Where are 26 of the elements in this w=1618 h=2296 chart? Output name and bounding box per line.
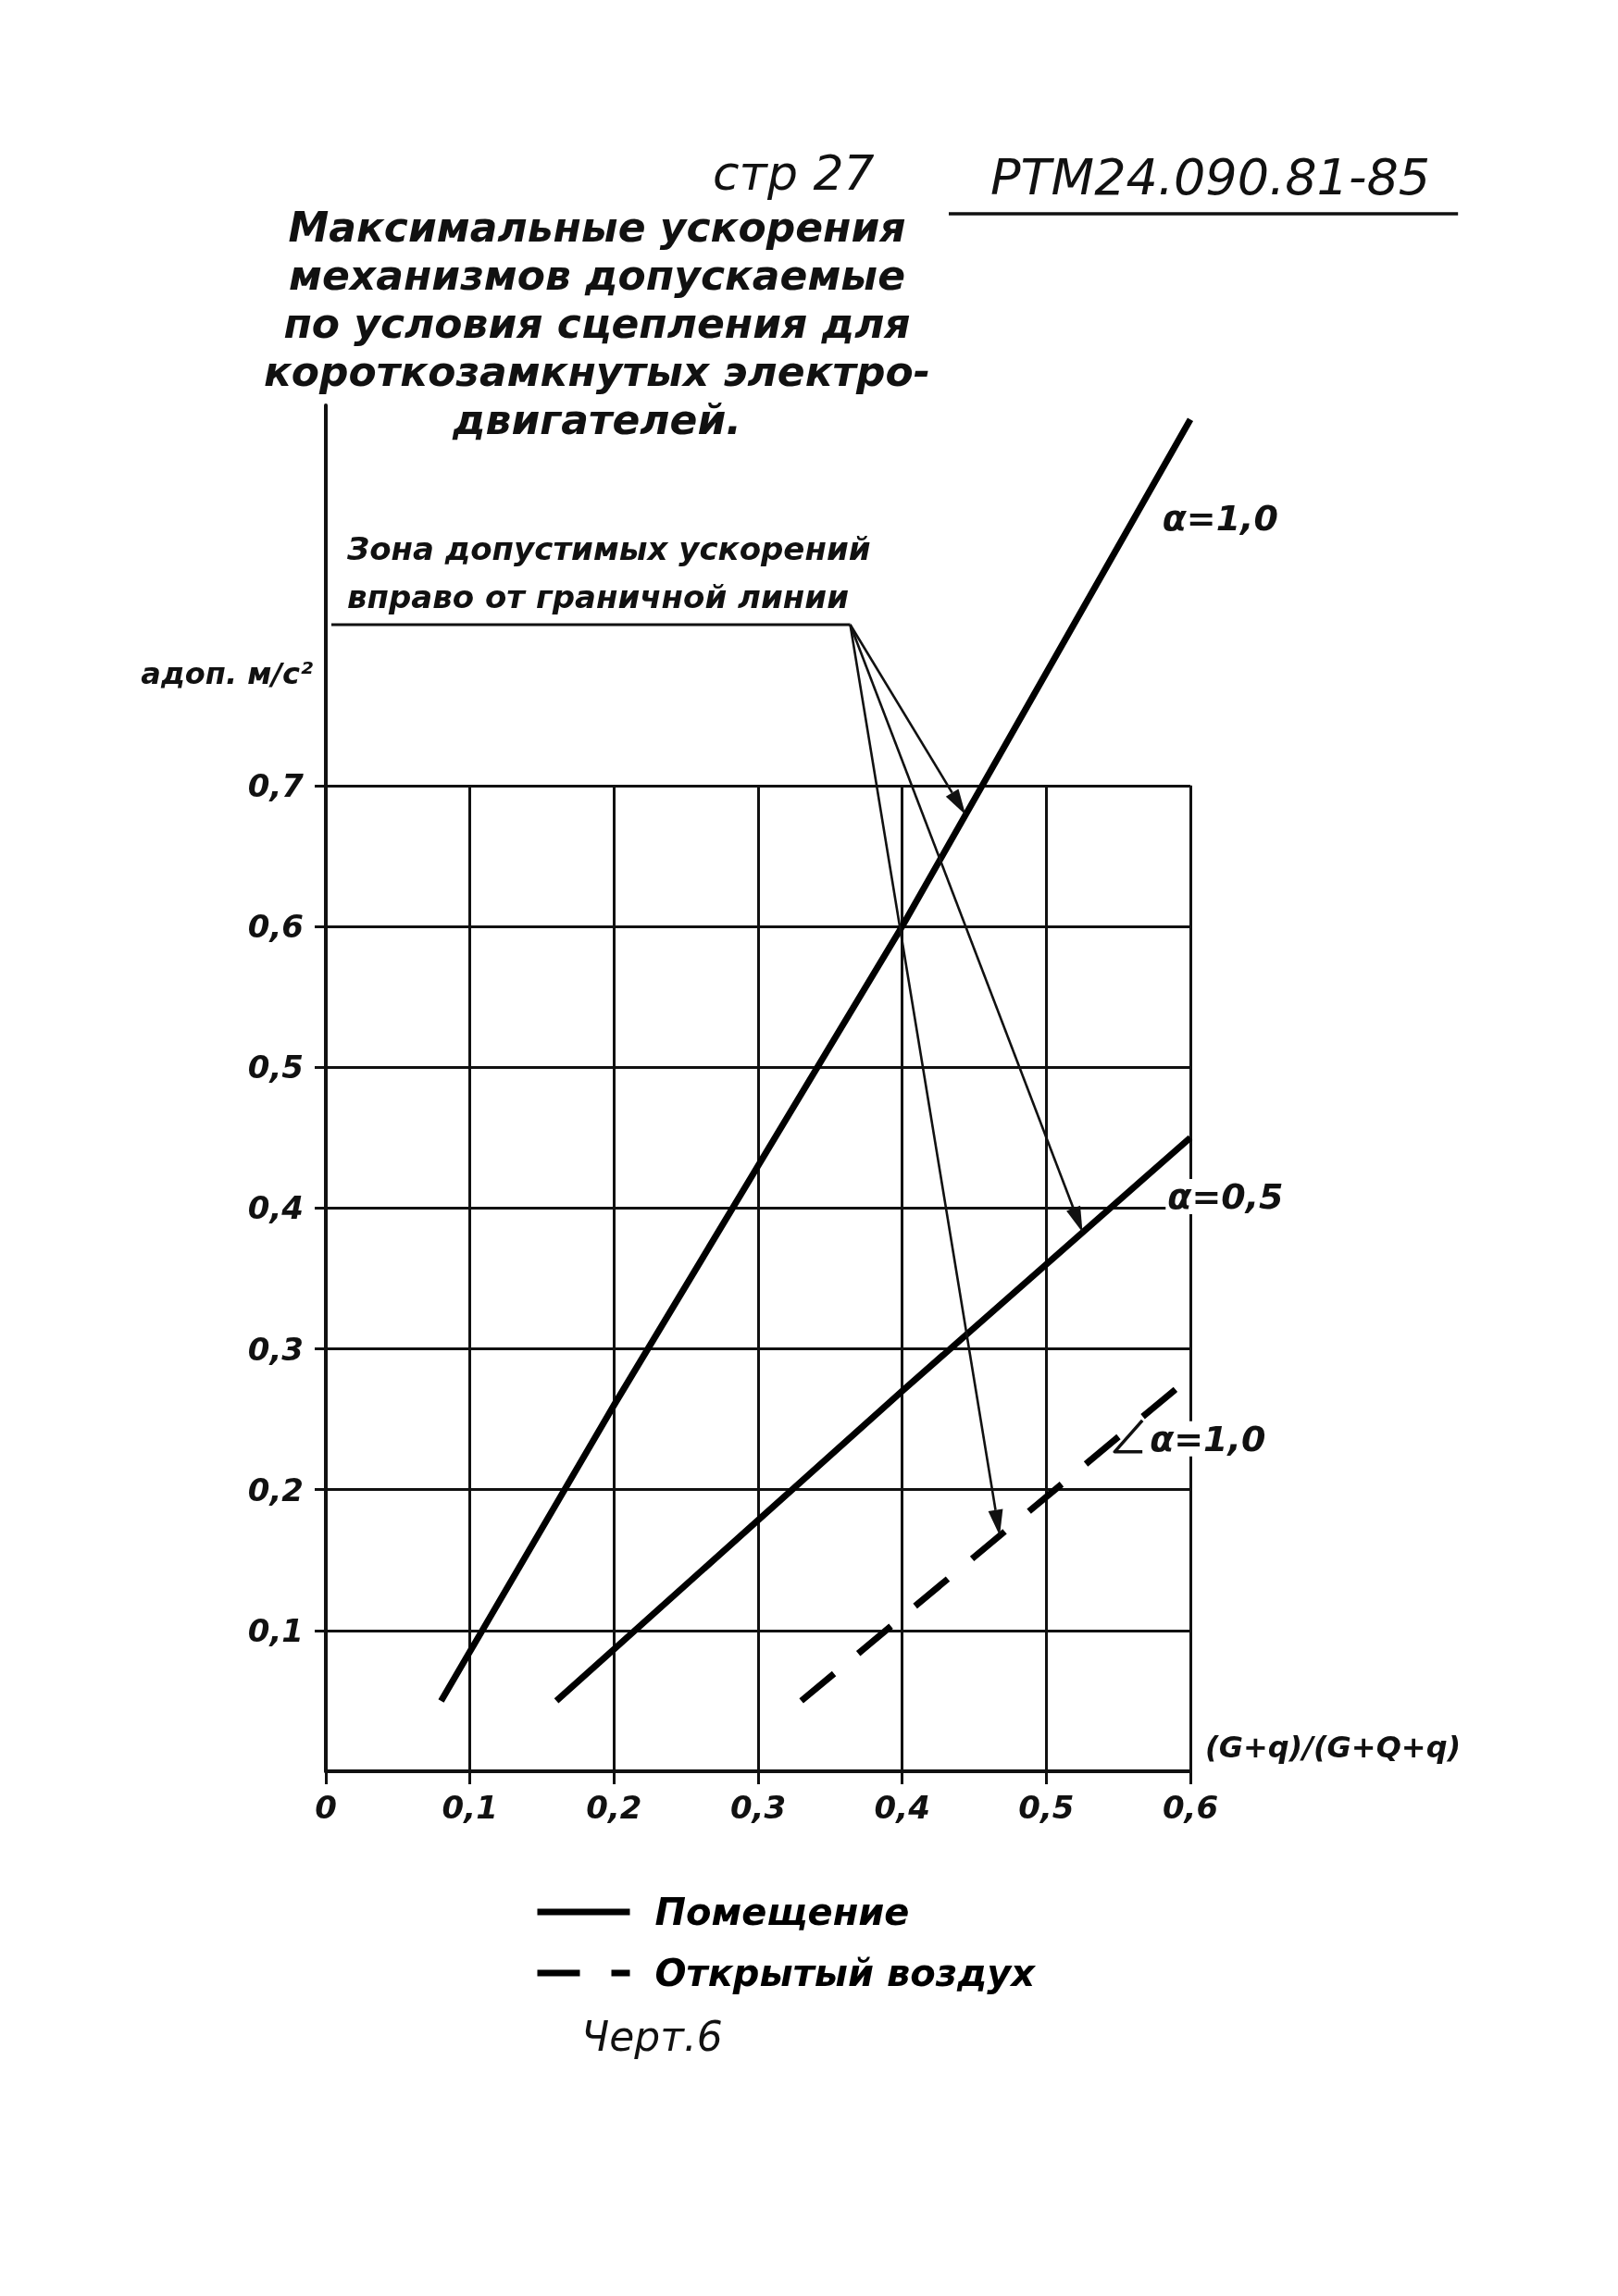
x-tick-label: 0,5: [1018, 1789, 1075, 1826]
text: РТМ24.090.81-85: [990, 148, 1431, 206]
y-tick-label: 0,7: [247, 766, 305, 804]
x-tick-label: 0,1: [442, 1789, 498, 1826]
x-axis-title: (G+q)/(G+Q+q): [1205, 1730, 1462, 1765]
y-tick-label: 0,1: [247, 1611, 304, 1649]
legend-label: Открытый воздух: [654, 1952, 1037, 1994]
annotation: α=1,0: [1162, 497, 1278, 539]
y-tick-label: 0,6: [247, 908, 304, 946]
y-axis-title: aдоп. м/с²: [141, 656, 313, 691]
y-tick-label: 0,5: [247, 1049, 304, 1086]
x-tick-label: 0,4: [874, 1789, 930, 1826]
y-tick-label: 0,4: [247, 1189, 304, 1227]
x-tick-label: 0,3: [729, 1789, 787, 1826]
text: стр 27: [713, 145, 875, 201]
annotation: Зона допустимых ускорений вправо от граничной линии: [346, 530, 871, 615]
y-tick-label: 0,2: [247, 1471, 304, 1508]
x-tick-label: 0: [315, 1789, 337, 1826]
y-tick-label: 0,3: [247, 1330, 304, 1368]
annotation: α=1,0: [1150, 1418, 1266, 1459]
legend-label: Помещение: [654, 1891, 910, 1933]
annotation: α=0,5: [1167, 1175, 1284, 1217]
text: Черт.6: [581, 2013, 723, 2060]
x-tick-label: 0,2: [586, 1789, 642, 1826]
chart-title: Максимальные ускорения механизмов допускаемые по условия сцепления для короткозамкнутых электро- двигателей.: [263, 203, 931, 443]
x-tick-label: 0,6: [1162, 1789, 1219, 1826]
